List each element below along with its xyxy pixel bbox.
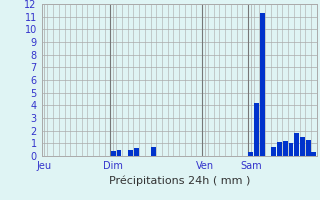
Bar [311, 152, 316, 156]
Bar [294, 133, 299, 156]
Bar [271, 147, 276, 156]
Bar [306, 140, 311, 156]
Bar [116, 150, 121, 156]
Bar [254, 103, 259, 156]
Bar [260, 13, 265, 156]
Bar [128, 150, 133, 156]
X-axis label: Précipitations 24h ( mm ): Précipitations 24h ( mm ) [108, 175, 250, 186]
Bar [248, 152, 253, 156]
Bar [289, 143, 293, 156]
Bar [300, 137, 305, 156]
Bar [151, 146, 156, 156]
Bar [283, 141, 288, 156]
Bar [277, 142, 282, 156]
Bar [111, 151, 116, 156]
Bar [134, 148, 139, 156]
